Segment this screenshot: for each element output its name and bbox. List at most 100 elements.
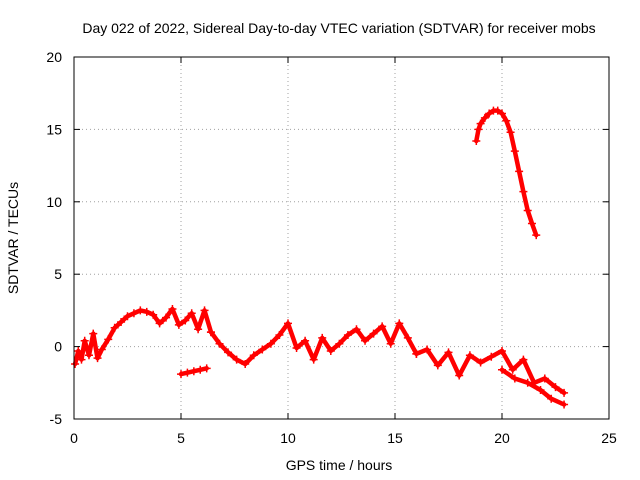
axis-ticks (73, 56, 610, 420)
data-point (249, 351, 258, 360)
data-point (189, 367, 198, 376)
data-point (129, 309, 138, 318)
y-tick-label: 5 (54, 266, 62, 282)
data-point (292, 344, 301, 353)
y-tick-label: 10 (46, 194, 62, 210)
data-point (493, 106, 502, 115)
data-point (502, 116, 511, 125)
data-point (474, 125, 483, 134)
data-point (403, 333, 412, 342)
tick-labels: 0 5 10 15 20 25 -5 0 5 10 15 20 (46, 49, 617, 446)
data-point (498, 346, 506, 355)
data-point (77, 355, 86, 364)
data-point (515, 167, 524, 176)
x-tick-label: 0 (70, 430, 78, 446)
data-point (275, 331, 284, 340)
plot-frame (73, 56, 610, 420)
data-point (241, 359, 250, 368)
data-point (551, 383, 560, 392)
data-point (71, 359, 80, 368)
data-point (194, 325, 203, 334)
data-point (196, 365, 205, 374)
series-segment-midday (206, 319, 421, 368)
data-point (162, 313, 171, 322)
series-line (474, 108, 539, 238)
series-segment-late-negative (498, 365, 569, 409)
series-line (499, 367, 567, 407)
data-point (155, 319, 164, 328)
data-point (74, 346, 83, 355)
y-tick-label: -5 (50, 411, 63, 427)
gridlines (74, 57, 609, 419)
data-point (117, 317, 126, 326)
data-point (560, 400, 569, 409)
series-segment-isolated-negative (177, 364, 211, 379)
data-point (183, 368, 192, 377)
data-point (423, 345, 432, 354)
data-point (527, 219, 536, 228)
data-point (444, 348, 453, 357)
data-point (123, 312, 132, 321)
data-point (110, 323, 119, 332)
data-point (181, 316, 190, 325)
data-point (395, 319, 404, 328)
x-tick-label: 15 (387, 430, 403, 446)
data-point (301, 336, 310, 345)
data-point (510, 374, 519, 383)
data-point (472, 136, 481, 145)
y-tick-label: 15 (46, 121, 62, 137)
data-point (485, 109, 494, 118)
data-point (480, 113, 489, 122)
data-point (89, 329, 98, 338)
data-point (361, 336, 370, 345)
data-point (465, 351, 474, 360)
data-point (177, 370, 185, 379)
series-segment-evening (412, 345, 569, 397)
data-point (560, 388, 569, 397)
data-point (519, 355, 528, 364)
data-point (142, 307, 151, 316)
data-point (149, 310, 158, 319)
data-point (352, 325, 361, 334)
data-point (93, 354, 102, 363)
data-point (215, 339, 224, 348)
data-point (540, 374, 549, 383)
data-point (343, 331, 352, 340)
data-series (71, 106, 569, 409)
data-point (84, 351, 93, 360)
series-segment-early-hours (71, 304, 215, 368)
y-axis-label: SDTVAR / TECUs (5, 182, 21, 294)
x-tick-label: 20 (494, 430, 510, 446)
data-point (284, 319, 292, 328)
data-point (97, 345, 106, 354)
data-point (174, 320, 183, 329)
x-tick-label: 5 (177, 430, 185, 446)
data-point (487, 352, 496, 361)
data-point (498, 365, 506, 374)
data-point (412, 349, 421, 358)
data-point (104, 335, 113, 344)
data-point (202, 364, 211, 373)
data-point (80, 336, 89, 345)
data-point (523, 378, 532, 387)
data-point (232, 355, 241, 364)
data-point (224, 348, 233, 357)
data-point (206, 328, 215, 337)
data-point (433, 361, 442, 370)
data-point (476, 358, 485, 367)
data-point (547, 394, 556, 403)
x-tick-label: 25 (601, 430, 617, 446)
data-point (200, 306, 209, 315)
data-point (326, 346, 335, 355)
data-point (318, 333, 327, 342)
data-point (335, 339, 344, 348)
data-point (508, 365, 517, 374)
data-point (378, 322, 387, 331)
data-point (536, 386, 545, 395)
data-point (369, 329, 378, 338)
data-point (510, 147, 519, 156)
chart-title: Day 022 of 2022, Sidereal Day-to-day VTE… (82, 20, 595, 36)
x-tick-label: 10 (280, 430, 296, 446)
